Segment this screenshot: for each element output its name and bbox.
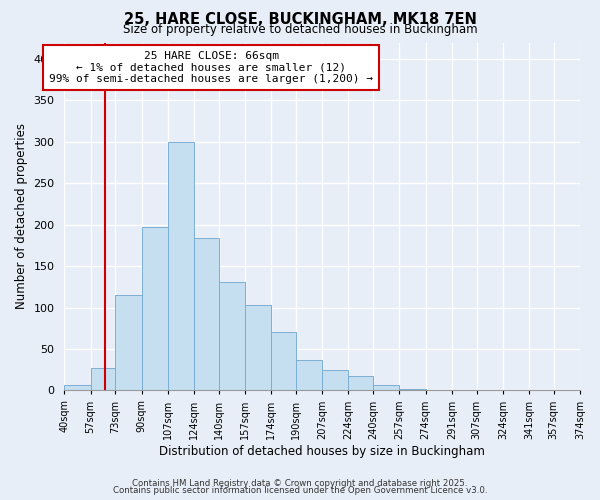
- Bar: [245, 305, 271, 390]
- Text: 25, HARE CLOSE, BUCKINGHAM, MK18 7EN: 25, HARE CLOSE, BUCKINGHAM, MK18 7EN: [124, 12, 476, 28]
- Text: Size of property relative to detached houses in Buckingham: Size of property relative to detached ho…: [122, 22, 478, 36]
- Text: Contains HM Land Registry data © Crown copyright and database right 2025.: Contains HM Land Registry data © Crown c…: [132, 478, 468, 488]
- Bar: [194, 238, 219, 390]
- Bar: [322, 370, 349, 390]
- Text: 25 HARE CLOSE: 66sqm
← 1% of detached houses are smaller (12)
99% of semi-detach: 25 HARE CLOSE: 66sqm ← 1% of detached ho…: [49, 51, 373, 84]
- Bar: [349, 376, 373, 390]
- Text: Contains public sector information licensed under the Open Government Licence v3: Contains public sector information licen…: [113, 486, 487, 495]
- Bar: [64, 384, 91, 390]
- X-axis label: Distribution of detached houses by size in Buckingham: Distribution of detached houses by size …: [159, 444, 485, 458]
- Bar: [373, 384, 400, 390]
- Bar: [271, 332, 296, 390]
- Bar: [115, 295, 142, 390]
- Bar: [400, 389, 425, 390]
- Bar: [91, 368, 115, 390]
- Bar: [142, 227, 168, 390]
- Bar: [296, 360, 322, 390]
- Bar: [219, 282, 245, 391]
- Y-axis label: Number of detached properties: Number of detached properties: [15, 124, 28, 310]
- Bar: [168, 142, 194, 390]
